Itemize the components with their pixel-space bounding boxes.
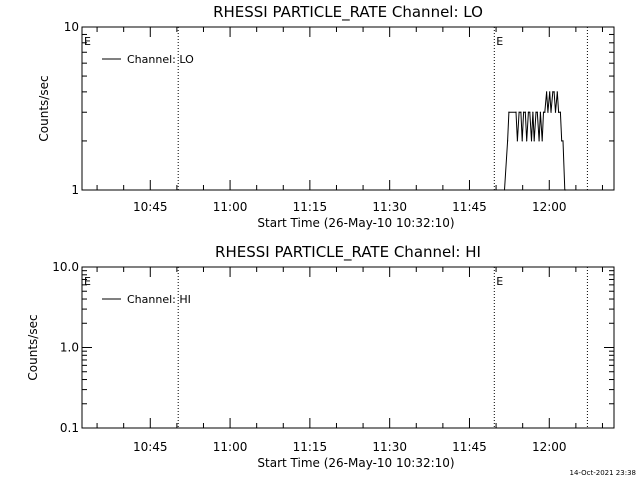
legend-label: Channel: LO [127, 53, 194, 66]
y-tick-label: 1 [71, 183, 79, 197]
x-axis-label: Start Time (26-May-10 10:32:10) [257, 216, 454, 230]
data-point [536, 111, 538, 113]
x-tick-label: 11:30 [372, 440, 407, 454]
y-tick-label: 1.0 [60, 341, 79, 355]
data-point [527, 111, 530, 113]
data-point [532, 111, 534, 113]
data-point [529, 111, 531, 113]
data-point [553, 91, 555, 93]
series-line [504, 91, 566, 191]
data-point [542, 111, 545, 113]
data-point [520, 111, 522, 113]
data-point [562, 140, 564, 142]
event-label: E [84, 35, 91, 48]
x-tick-label: 11:45 [452, 200, 487, 214]
data-point [524, 111, 526, 113]
data-point [515, 111, 517, 113]
data-point [561, 140, 563, 142]
y-tick-label: 10 [64, 20, 79, 34]
data-point [557, 111, 560, 113]
data-point [554, 111, 557, 113]
data-point [535, 111, 537, 113]
event-label: E [84, 275, 91, 288]
data-point [522, 111, 525, 113]
data-point [530, 140, 533, 142]
x-tick-label: 10:45 [133, 440, 168, 454]
data-point [565, 189, 567, 191]
data-point [516, 140, 518, 142]
data-point [546, 91, 548, 93]
data-point [547, 111, 549, 113]
data-point [556, 91, 558, 93]
data-point [518, 111, 520, 113]
x-axis-label: Start Time (26-May-10 10:32:10) [257, 456, 454, 470]
data-point [544, 111, 546, 113]
x-tick-label: 11:45 [452, 440, 487, 454]
event-label: E [496, 35, 503, 48]
data-point [503, 189, 506, 191]
panel-hi-channel: RHESSI PARTICLE_RATE Channel: HI Counts/s… [26, 243, 615, 470]
event-label: E [496, 275, 503, 288]
data-point [539, 111, 542, 113]
data-point [552, 91, 554, 93]
legend-label: Channel: HI [127, 293, 191, 306]
chart-title: RHESSI PARTICLE_RATE Channel: LO [213, 3, 483, 22]
data-point [526, 140, 528, 142]
plot-frame [81, 26, 615, 191]
chart-title: RHESSI PARTICLE_RATE Channel: HI [215, 243, 481, 262]
data-point [559, 111, 561, 113]
y-tick-label: 10.0 [52, 260, 79, 274]
timestamp: 14-Oct-2021 23:38 [570, 469, 636, 477]
panel-lo-channel: RHESSI PARTICLE_RATE Channel: LO Counts/s… [37, 3, 615, 230]
y-tick-label: 0.1 [60, 421, 79, 435]
x-tick-label: 11:30 [372, 200, 407, 214]
x-tick-label: 11:00 [213, 440, 248, 454]
y-axis-label: Counts/sec [26, 314, 40, 380]
data-point [533, 140, 535, 142]
x-tick-label: 11:00 [213, 200, 248, 214]
x-tick-label: 10:45 [133, 200, 168, 214]
data-point [507, 140, 509, 142]
x-tick-label: 11:15 [293, 440, 328, 454]
x-tick-label: 12:00 [532, 200, 567, 214]
x-tick-label: 12:00 [532, 440, 567, 454]
x-tick-label: 11:15 [293, 200, 328, 214]
data-point [538, 140, 540, 142]
data-point [508, 111, 510, 113]
data-point [564, 189, 566, 191]
y-axis-label: Counts/sec [37, 75, 51, 141]
data-point [541, 140, 543, 142]
data-point [550, 111, 552, 113]
data-point [521, 140, 523, 142]
data-point [549, 91, 551, 93]
plot-frame [81, 266, 615, 429]
